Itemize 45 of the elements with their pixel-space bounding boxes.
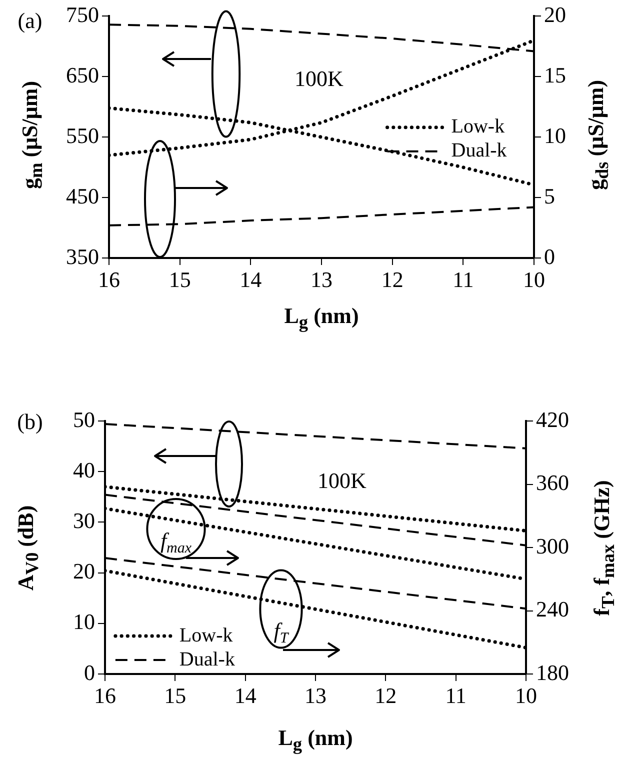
x-tick-label: 11 bbox=[452, 266, 474, 292]
y-tick-label: 550 bbox=[66, 122, 99, 148]
y2-tick-label: 240 bbox=[536, 596, 569, 622]
x-tick-label: 12 bbox=[381, 266, 404, 292]
y-tick-label: 10 bbox=[73, 609, 95, 634]
y-tick-label: 30 bbox=[73, 508, 95, 533]
x-tick-label: 10 bbox=[523, 266, 545, 292]
x-tick-label: 11 bbox=[445, 682, 466, 708]
x-axis-title: L$_{g}$ (nm) bbox=[284, 302, 359, 334]
y2-tick-label: 420 bbox=[536, 406, 569, 432]
y2-tick-label: 0 bbox=[544, 244, 555, 269]
legend-label: Dual-k bbox=[179, 648, 235, 670]
x-tick-label: 10 bbox=[515, 682, 537, 708]
x-tick-label: 15 bbox=[168, 266, 191, 292]
x-tick-label: 16 bbox=[98, 266, 120, 292]
y-tick-label: 0 bbox=[84, 660, 95, 685]
x-tick-label: 12 bbox=[374, 682, 397, 708]
x-tick-label: 15 bbox=[164, 682, 186, 708]
annotation: 100K bbox=[318, 468, 367, 493]
legend-label: Low-k bbox=[179, 624, 233, 646]
y2-tick-label: 360 bbox=[536, 470, 569, 496]
x-tick-label: 16 bbox=[94, 682, 116, 708]
y2-tick-label: 180 bbox=[536, 660, 569, 685]
x-tick-label: 14 bbox=[240, 266, 262, 292]
y-tick-label: 20 bbox=[73, 558, 95, 584]
y-tick-label: 40 bbox=[73, 457, 95, 482]
legend-label: Low-k bbox=[451, 116, 505, 138]
x-tick-label: 13 bbox=[310, 266, 332, 292]
x-tick-label: 14 bbox=[234, 682, 256, 708]
y2-tick-label: 20 bbox=[544, 2, 566, 27]
y-tick-label: 350 bbox=[66, 244, 99, 269]
x-tick-label: 13 bbox=[304, 682, 326, 708]
y-tick-label: 650 bbox=[66, 62, 99, 88]
legend-label: Dual-k bbox=[451, 140, 507, 162]
annotation: 100K bbox=[294, 66, 344, 91]
y2-tick-label: 5 bbox=[544, 183, 555, 208]
y2-tick-label: 15 bbox=[544, 62, 566, 88]
y2-tick-label: 300 bbox=[536, 533, 569, 558]
y-tick-label: 50 bbox=[73, 406, 95, 432]
text: (a) bbox=[18, 8, 42, 33]
x-axis-title: L$_{g}$ (nm) bbox=[278, 724, 353, 756]
text: (b) bbox=[17, 408, 43, 434]
y-tick-label: 750 bbox=[66, 2, 99, 27]
y2-tick-label: 10 bbox=[544, 122, 566, 148]
y-tick-label: 450 bbox=[66, 183, 99, 208]
